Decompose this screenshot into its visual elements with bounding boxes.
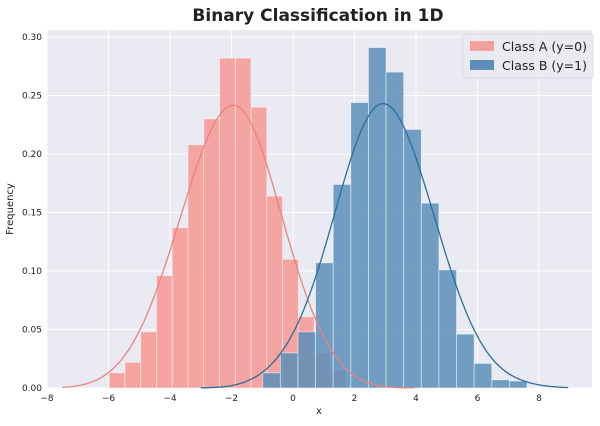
- histogram-bar-class-b: [403, 129, 422, 389]
- y-tick-label: 0.00: [22, 384, 42, 394]
- histogram-bar-class-a: [156, 275, 173, 389]
- histogram-bar-class-b: [508, 380, 528, 389]
- chart-title: Binary Classification in 1D: [192, 6, 443, 26]
- histogram-bar-class-a: [108, 372, 126, 389]
- histogram-bar-class-b: [385, 71, 405, 389]
- histogram-bar-class-a: [124, 361, 142, 389]
- legend: Class A (y=0) Class B (y=1): [462, 33, 594, 79]
- legend-swatch-class-b: [470, 60, 494, 70]
- histogram-bar-class-b: [438, 269, 457, 389]
- y-tick-label: 0.15: [22, 209, 42, 219]
- kde-line-class-a: [62, 104, 415, 389]
- x-tick-label: 6: [475, 394, 481, 404]
- x-tick-label: −8: [40, 394, 54, 404]
- x-tick-label: 0: [290, 394, 296, 404]
- y-tick-label: 0.10: [22, 267, 42, 277]
- y-tick-label: 0.25: [22, 92, 42, 102]
- x-tick-label: 8: [536, 394, 542, 404]
- y-axis-label: Frequency: [5, 183, 16, 235]
- kde-line-class-b: [200, 103, 569, 389]
- histogram-bar-class-a: [140, 331, 157, 389]
- histogram-bar-class-a: [234, 57, 252, 389]
- histogram-bar-class-a: [250, 106, 268, 389]
- histogram-bar-class-a: [171, 227, 189, 389]
- y-tick-label: 0.05: [22, 326, 42, 336]
- histogram-bar-class-b: [279, 352, 299, 389]
- histogram-bar-class-b: [368, 47, 387, 389]
- legend-swatch-class-a: [470, 41, 494, 51]
- histogram-bar-class-a: [203, 118, 220, 389]
- histogram-bar-class-b: [473, 363, 493, 389]
- y-tick-label: 0.20: [22, 150, 42, 160]
- x-tick-label: −6: [102, 394, 116, 404]
- legend-label-class-a: Class A (y=0): [502, 39, 587, 54]
- x-tick-label: −2: [225, 394, 238, 404]
- histogram-bar-class-b: [262, 372, 281, 389]
- histogram-bar-class-b: [350, 102, 369, 389]
- x-axis-label: x: [316, 406, 322, 417]
- x-tick-label: 4: [413, 394, 419, 404]
- histogram-bar-class-b: [420, 202, 440, 389]
- histogram-bar-class-b: [297, 331, 316, 389]
- histogram-bar-class-a: [187, 144, 205, 389]
- histogram-bar-class-b: [491, 379, 510, 389]
- legend-label-class-b: Class B (y=1): [502, 58, 587, 73]
- y-tick-label: 0.30: [22, 33, 42, 43]
- x-tick-label: 2: [352, 394, 358, 404]
- histogram-bar-class-b: [456, 333, 475, 389]
- x-tick-label: −4: [163, 394, 177, 404]
